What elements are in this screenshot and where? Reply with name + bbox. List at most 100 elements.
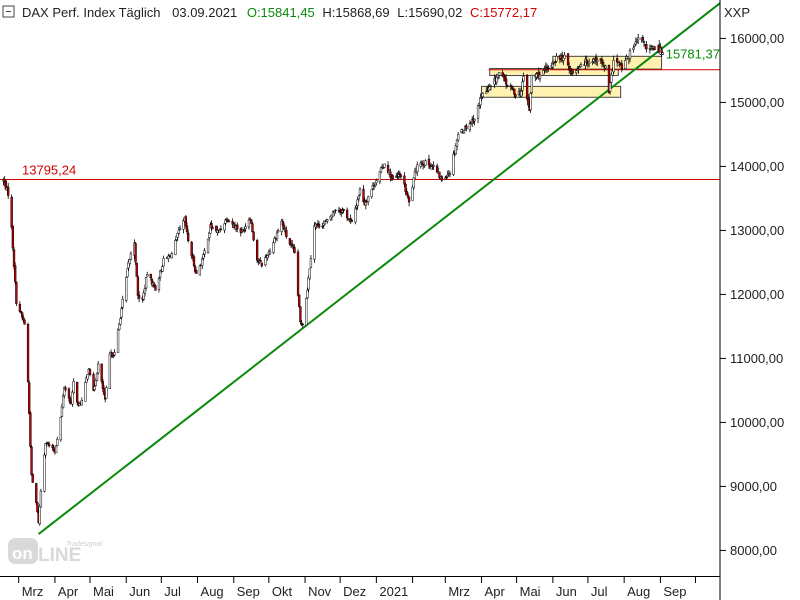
price-tick-label: 11000,00 bbox=[730, 351, 783, 366]
candle-down bbox=[18, 303, 22, 312]
candle-up bbox=[308, 268, 311, 280]
candle-up bbox=[624, 60, 627, 69]
candle-down bbox=[525, 74, 529, 100]
candle-down bbox=[285, 229, 288, 238]
candle-down bbox=[398, 172, 401, 175]
price-tick-label: 8000,00 bbox=[730, 543, 777, 558]
candle-down bbox=[504, 78, 508, 85]
candle-down bbox=[12, 249, 16, 267]
annotation-lines bbox=[0, 2, 721, 535]
candle-up bbox=[578, 66, 581, 68]
price-tick-label: 14000,00 bbox=[730, 159, 784, 174]
candle-down bbox=[252, 231, 255, 241]
candle-up bbox=[112, 355, 115, 357]
candle-up bbox=[86, 374, 89, 380]
candle-down bbox=[350, 219, 353, 222]
logo-badge bbox=[8, 538, 38, 564]
candle-down bbox=[219, 228, 223, 231]
candle-down bbox=[317, 224, 321, 228]
candle-down bbox=[288, 238, 292, 245]
candle-down bbox=[4, 180, 7, 190]
candle-up bbox=[378, 171, 382, 183]
candle-up bbox=[80, 400, 83, 406]
candle-up bbox=[455, 139, 459, 147]
candle-up bbox=[201, 258, 204, 266]
candle-down bbox=[513, 88, 516, 95]
time-tick-label: Apr bbox=[58, 584, 79, 599]
candle-down bbox=[321, 225, 324, 228]
candle-up bbox=[43, 454, 46, 492]
candle-up bbox=[232, 223, 235, 225]
time-tick-label: Jul bbox=[164, 584, 181, 599]
candle-down bbox=[36, 502, 39, 512]
candle-up bbox=[182, 220, 185, 230]
candle-up bbox=[542, 70, 545, 75]
time-tick-label: Dez bbox=[343, 584, 366, 599]
candle-down bbox=[571, 69, 574, 74]
candle-up bbox=[313, 225, 316, 260]
candle-up bbox=[375, 180, 378, 184]
candle-up bbox=[208, 232, 211, 238]
candle-up bbox=[168, 254, 171, 257]
candle-down bbox=[149, 273, 152, 278]
candle-up bbox=[596, 59, 599, 62]
candle-up bbox=[635, 41, 639, 43]
candle-down bbox=[362, 188, 365, 203]
candle-up bbox=[59, 417, 62, 441]
candle-up bbox=[167, 255, 170, 259]
trend-line-label: 15781,37 bbox=[666, 46, 720, 61]
time-tick-label: Aug bbox=[627, 584, 650, 599]
candle-up bbox=[272, 242, 275, 253]
candle-up bbox=[218, 229, 221, 233]
candle-down bbox=[134, 243, 137, 263]
candle-up bbox=[118, 323, 121, 331]
candle-up bbox=[358, 188, 362, 195]
chart-header: DAX Perf. Index Täglich 03.09.2021 O:158… bbox=[2, 5, 750, 20]
candle-down bbox=[15, 281, 18, 304]
instrument-name: DAX Perf. Index Täglich bbox=[22, 5, 161, 20]
candle-up bbox=[268, 251, 272, 255]
candle-up bbox=[488, 86, 491, 91]
candle-down bbox=[250, 219, 253, 224]
candle-up bbox=[326, 219, 329, 222]
candle-up bbox=[379, 167, 383, 173]
candle-up bbox=[522, 75, 525, 82]
time-tick-label: Aug bbox=[201, 584, 224, 599]
candle-up bbox=[113, 352, 116, 356]
candle-up bbox=[357, 195, 360, 200]
candle-up bbox=[177, 229, 180, 234]
candle-down bbox=[260, 262, 263, 267]
candle-up bbox=[397, 174, 400, 177]
candle-up bbox=[354, 208, 357, 223]
candle-down bbox=[342, 209, 345, 211]
candle-down bbox=[435, 165, 439, 173]
logo-line: LINE bbox=[38, 545, 81, 566]
candle-up bbox=[473, 118, 476, 122]
candle-up bbox=[610, 73, 613, 83]
candle-down bbox=[111, 352, 114, 357]
candle-down bbox=[299, 306, 302, 323]
candle-up bbox=[628, 50, 632, 59]
candle-up bbox=[383, 163, 386, 168]
candle-up bbox=[579, 64, 583, 67]
candle-down bbox=[386, 164, 390, 173]
candle-up bbox=[116, 329, 120, 353]
candle-up bbox=[612, 59, 615, 73]
candle-down bbox=[620, 63, 623, 69]
candle-down bbox=[291, 243, 294, 247]
candle-up bbox=[54, 445, 58, 454]
candle-up bbox=[495, 77, 498, 83]
candle-up bbox=[176, 232, 179, 238]
candle-down bbox=[403, 175, 406, 185]
candle-up bbox=[161, 266, 164, 272]
candle-down bbox=[406, 194, 410, 198]
price-tick-label: 12000,00 bbox=[730, 287, 784, 302]
candle-up bbox=[162, 258, 165, 267]
time-tick-label: Jul bbox=[591, 584, 608, 599]
svg-text:DAX Perf. Index Täglich: DAX Perf. Index Täglich 03.09.2021 O:158… bbox=[22, 5, 537, 20]
candle-down bbox=[136, 276, 140, 296]
candle-up bbox=[170, 253, 173, 259]
candle-up bbox=[198, 265, 202, 276]
candle-up bbox=[452, 153, 455, 175]
candle-up bbox=[84, 381, 87, 402]
